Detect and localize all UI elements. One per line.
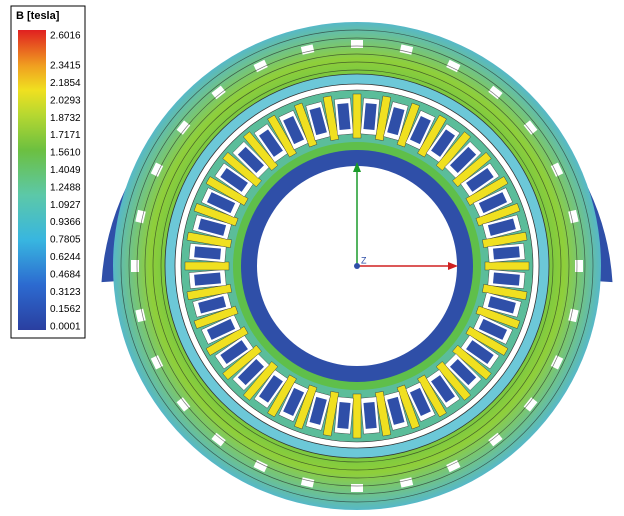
legend-label: 0.9366 bbox=[50, 217, 81, 228]
field-plot: Z B [tesla] 2.6016 2.3415 2.1854 2.0293 1.87… bbox=[0, 0, 624, 516]
coil bbox=[194, 246, 221, 259]
coil bbox=[194, 272, 221, 285]
tooth bbox=[185, 262, 229, 270]
tooth bbox=[353, 394, 361, 438]
legend-label: 0.7805 bbox=[50, 235, 81, 246]
coil bbox=[337, 402, 350, 429]
coil bbox=[363, 103, 376, 130]
legend-label: 0.0001 bbox=[50, 322, 81, 333]
legend-label: 2.0293 bbox=[50, 95, 81, 106]
legend-label: 0.4684 bbox=[50, 269, 81, 280]
legend-label: 1.8732 bbox=[50, 113, 81, 124]
legend: B [tesla] 2.6016 2.3415 2.1854 2.0293 1.8732… bbox=[11, 6, 85, 338]
legend-label: 1.2488 bbox=[50, 182, 81, 193]
coil bbox=[493, 272, 520, 285]
tooth bbox=[353, 94, 361, 138]
legend-label: 0.6244 bbox=[50, 252, 81, 263]
legend-label: 1.7171 bbox=[50, 130, 81, 141]
legend-label: 0.1562 bbox=[50, 304, 81, 315]
coil bbox=[363, 402, 376, 429]
legend-label: 1.5610 bbox=[50, 148, 81, 159]
legend-label: 2.6016 bbox=[50, 31, 81, 42]
z-axis-label: Z bbox=[361, 255, 367, 265]
legend-label: 0.3123 bbox=[50, 287, 81, 298]
outer-slot bbox=[351, 484, 363, 492]
tooth bbox=[485, 262, 529, 270]
motor-geometry: Z bbox=[102, 22, 613, 510]
legend-label: 1.0927 bbox=[50, 200, 81, 211]
coil bbox=[493, 246, 520, 259]
coil bbox=[337, 103, 350, 130]
outer-slot bbox=[131, 260, 139, 272]
outer-slot bbox=[575, 260, 583, 272]
legend-title: B [tesla] bbox=[16, 10, 60, 22]
legend-label: 2.1854 bbox=[50, 78, 81, 89]
origin bbox=[354, 263, 360, 269]
outer-slot bbox=[351, 40, 363, 48]
legend-label: 1.4049 bbox=[50, 165, 81, 176]
color-bar bbox=[18, 30, 46, 330]
legend-label: 2.3415 bbox=[50, 61, 81, 72]
page: Z B [tesla] 2.6016 2.3415 2.1854 2.0293 1.87… bbox=[0, 0, 624, 516]
